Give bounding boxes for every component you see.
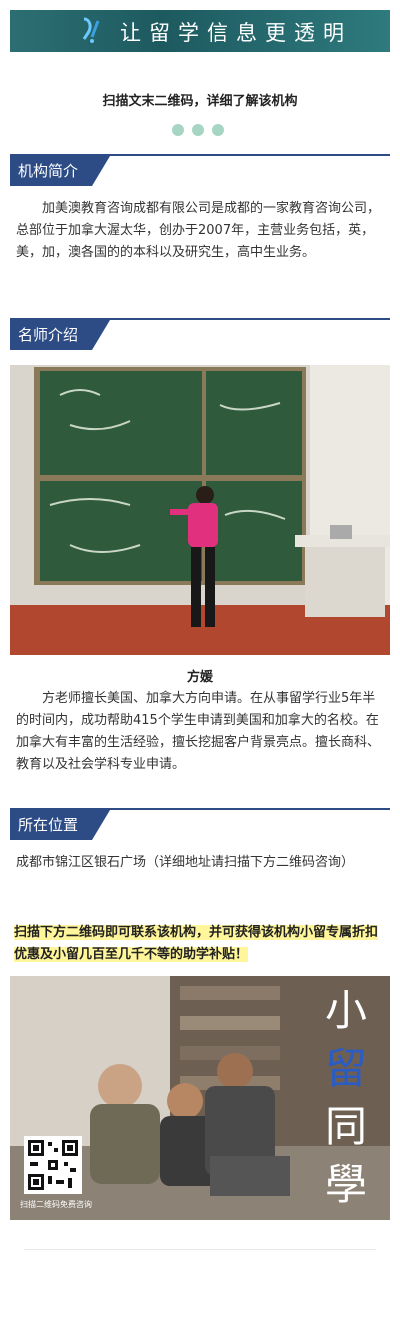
scan-prompt: 扫描文末二维码，详细了解该机构 xyxy=(102,94,298,109)
promo-image: 扫描二维码免费咨询 小 留 同 學 xyxy=(10,976,390,1220)
section-title: 机构简介 xyxy=(10,156,110,186)
qr-caption: 扫描二维码免费咨询 xyxy=(20,1200,92,1209)
section-title: 所在位置 xyxy=(10,810,110,840)
qr-code[interactable] xyxy=(24,1136,82,1194)
promo-text: 扫描下方二维码即可联系该机构，并可获得该机构小留专属折扣优惠及小留几百至几千不等… xyxy=(14,922,386,966)
address-text: 成都市锦江区银石广场（详细地址请扫描下方二维码咨询） xyxy=(16,855,355,870)
teacher-bio: 方老师擅长美国、加拿大方向申请。在从事留学行业5年半的时间内，成功帮助415个学… xyxy=(16,691,381,772)
dot xyxy=(192,124,204,136)
section-header-teacher: 名师介绍 xyxy=(10,318,390,354)
section-header-location: 所在位置 xyxy=(10,808,390,844)
dot xyxy=(212,124,224,136)
promo-highlight: 扫描下方二维码即可联系该机构，并可获得该机构小留专属折扣优惠及小留几百至几千不等… xyxy=(14,925,379,962)
brand-char: 學 xyxy=(324,1160,367,1209)
classroom-image xyxy=(10,365,390,655)
dot xyxy=(172,124,184,136)
brand-calligraphy: 小 留 同 學 xyxy=(316,982,376,1214)
banner-slogan: 让留学信息更透明 xyxy=(120,21,352,45)
teacher-name: 方媛 xyxy=(186,670,213,685)
brand-char: 同 xyxy=(324,1102,367,1151)
header-banner: 让留学信息更透明 xyxy=(10,10,390,52)
brand-char: 留 xyxy=(324,1044,367,1093)
qr-code-icon xyxy=(28,1140,78,1190)
teacher-photo xyxy=(10,365,390,655)
section-header-about: 机构简介 xyxy=(10,154,390,190)
brand-logo-icon xyxy=(82,17,100,43)
about-text: 加美澳教育咨询成都有限公司是成都的一家教育咨询公司，总部位于加拿大渥太华，创办于… xyxy=(16,201,381,260)
brand-char: 小 xyxy=(324,986,367,1035)
decorative-dots xyxy=(172,124,224,136)
section-title: 名师介绍 xyxy=(10,320,110,350)
footer-divider xyxy=(24,1249,376,1250)
